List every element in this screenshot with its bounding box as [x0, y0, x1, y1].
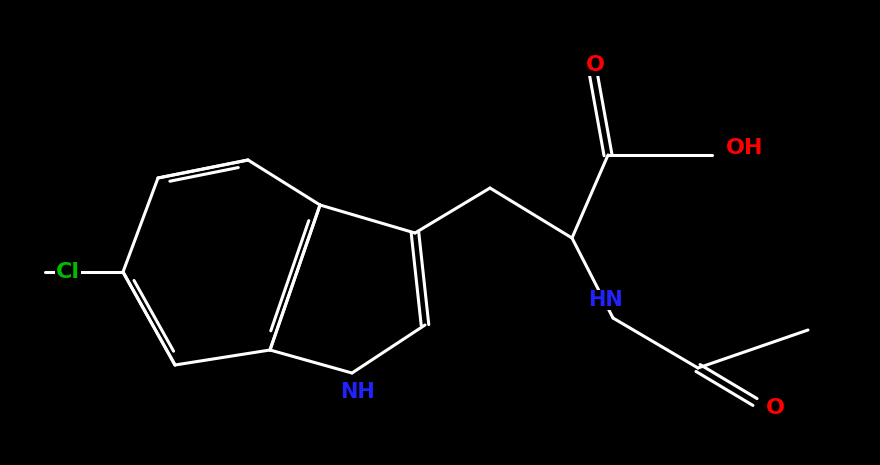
- Text: Cl: Cl: [56, 262, 80, 282]
- Bar: [593, 290, 617, 310]
- Text: OH: OH: [726, 138, 764, 158]
- Text: HN: HN: [588, 290, 622, 310]
- Bar: [587, 54, 603, 76]
- Bar: [346, 382, 370, 402]
- Bar: [55, 261, 81, 283]
- Text: O: O: [766, 398, 784, 418]
- Bar: [732, 137, 758, 159]
- Text: O: O: [585, 55, 605, 75]
- Bar: [767, 397, 783, 419]
- Text: NH: NH: [341, 382, 376, 402]
